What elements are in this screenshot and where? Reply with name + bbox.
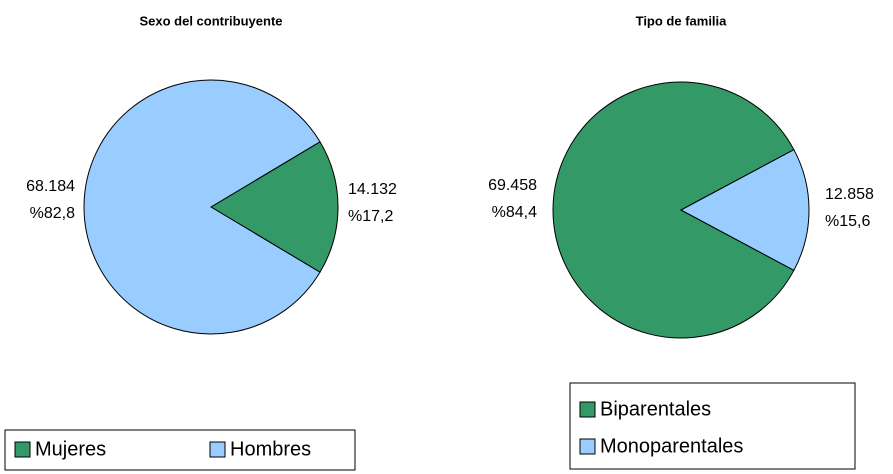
percent-label: %17,2 [348, 208, 393, 225]
value-label: 14.132 [348, 181, 397, 198]
pie-slice [210, 141, 339, 273]
legend-label: Biparentales [600, 398, 711, 420]
legend-box [4, 429, 356, 471]
legend-swatch [579, 438, 596, 455]
legend-swatch [14, 441, 31, 458]
legend-swatch [209, 441, 226, 458]
value-label: 12.858 [825, 186, 874, 203]
percent-label: %15,6 [825, 213, 870, 230]
value-label: 69.458 [488, 177, 537, 194]
chart-title: Tipo de familia [636, 13, 728, 28]
legend-label: Monoparentales [600, 435, 743, 457]
legend-box [569, 382, 856, 470]
legend-label: Mujeres [35, 438, 106, 460]
pie-slice [552, 81, 795, 339]
percent-label: %82,8 [30, 205, 75, 222]
percent-label: %84,4 [492, 204, 537, 221]
pie-slice [679, 149, 810, 271]
legend-label: Hombres [230, 438, 311, 460]
pie-slice [83, 79, 321, 335]
chart-title: Sexo del contribuyente [139, 13, 282, 28]
legend-swatch [579, 401, 596, 418]
value-label: 68.184 [26, 178, 75, 195]
